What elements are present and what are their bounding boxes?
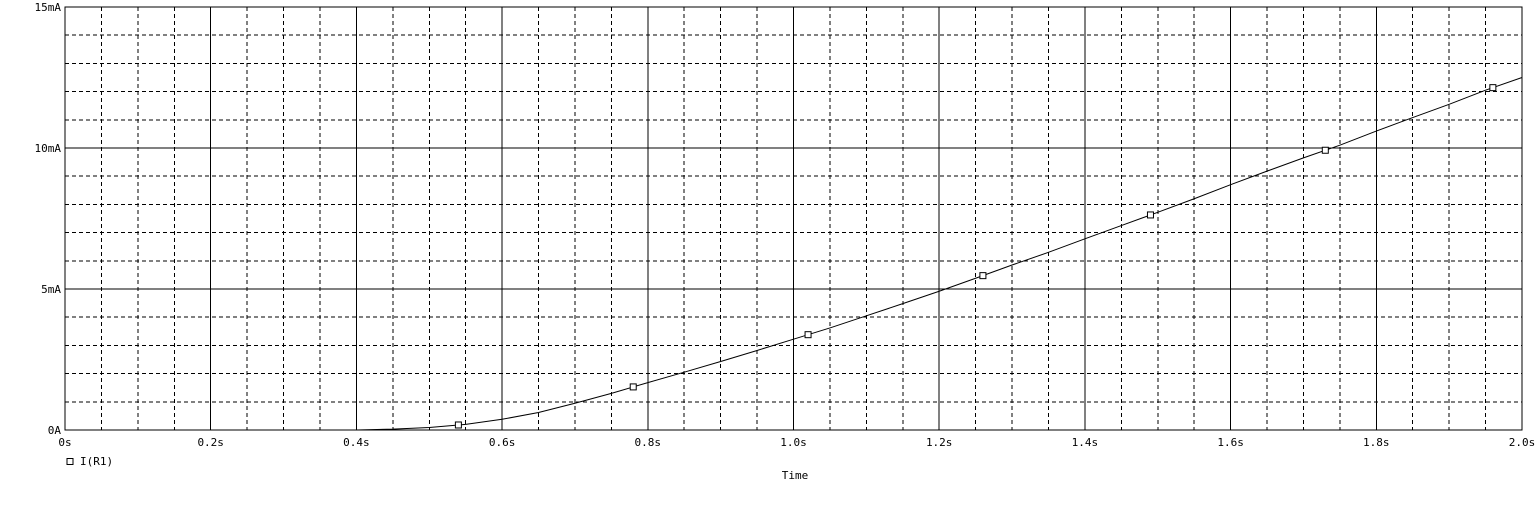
series-marker: [1489, 84, 1497, 92]
series-marker: [804, 331, 812, 339]
x-tick-label: 0.4s: [343, 436, 370, 449]
series-marker: [454, 421, 462, 429]
legend-label: I(R1): [80, 455, 113, 468]
series-marker: [1146, 211, 1154, 219]
series-layer: [356, 77, 1523, 431]
legend: I(R1): [66, 455, 113, 468]
x-tick-label: 1.6s: [1217, 436, 1244, 449]
x-axis-tick-labels: 0s 0.2s 0.4s 0.6s 0.8s 1.0s 1.2s 1.4s 1.6s 1.8s 2.…: [58, 436, 1535, 449]
x-tick-label: 1.2s: [926, 436, 953, 449]
x-tick-label: 1.4s: [1072, 436, 1099, 449]
x-tick-label: 0.2s: [197, 436, 224, 449]
y-tick-label: 15mA: [35, 1, 62, 14]
y-axis-tick-labels: 0A 5mA 10mA 15mA: [35, 1, 62, 437]
x-tick-label: 0s: [58, 436, 71, 449]
series-marker: [629, 383, 637, 391]
series-marker: [1321, 146, 1329, 154]
x-tick-label: 2.0s: [1509, 436, 1536, 449]
x-tick-label: 1.8s: [1363, 436, 1390, 449]
y-tick-label: 5mA: [41, 283, 61, 296]
series-marker: [979, 272, 987, 280]
x-axis-title: Time: [782, 469, 809, 482]
x-tick-label: 0.8s: [635, 436, 662, 449]
y-tick-label: 0A: [48, 424, 62, 437]
x-tick-label: 0.6s: [489, 436, 516, 449]
x-tick-label: 1.0s: [780, 436, 807, 449]
y-tick-label: 10mA: [35, 142, 62, 155]
plot-frame: [64, 6, 1523, 431]
plot-border: [64, 6, 1523, 431]
grid-lines: [65, 7, 1522, 430]
legend-marker-square: [66, 458, 74, 465]
